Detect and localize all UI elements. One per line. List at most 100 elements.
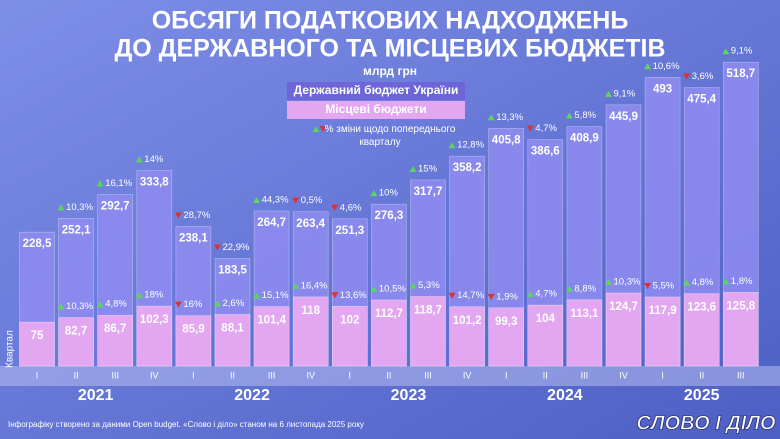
change-label: 10% bbox=[379, 188, 399, 199]
change-arrow bbox=[292, 282, 300, 289]
bar bbox=[136, 305, 173, 367]
change-label: 0,5% bbox=[301, 195, 323, 206]
value-label: 101,4 bbox=[257, 315, 286, 327]
value-label: 123,6 bbox=[687, 302, 716, 314]
change-arrow bbox=[644, 282, 652, 289]
x-tick-label: I bbox=[505, 370, 508, 380]
x-tick-label: II bbox=[74, 370, 79, 380]
value-label: 264,7 bbox=[257, 217, 286, 229]
x-tick-label: IV bbox=[463, 370, 472, 380]
value-label: 85,9 bbox=[182, 324, 204, 336]
chart-title: ДО ДЕРЖАВНОГО ТА МІСЦЕВИХ БЮДЖЕТІВ bbox=[114, 35, 665, 63]
value-label: 75 bbox=[31, 330, 44, 342]
change-label: 10,3% bbox=[66, 202, 93, 213]
change-label: 13,3% bbox=[496, 112, 523, 123]
x-tick-label: III bbox=[424, 370, 432, 380]
change-label: 9,1% bbox=[731, 46, 753, 57]
change-label: 16,4% bbox=[301, 280, 328, 291]
value-label: 124,7 bbox=[609, 301, 638, 313]
x-tick-label: II bbox=[543, 370, 548, 380]
value-label: 475,4 bbox=[687, 94, 716, 106]
change-arrow bbox=[292, 197, 300, 204]
x-tick-label: I bbox=[36, 370, 39, 380]
value-label: 276,3 bbox=[375, 210, 404, 222]
x-tick-label: I bbox=[349, 370, 352, 380]
change-arrow bbox=[96, 180, 104, 187]
value-label: 358,2 bbox=[453, 162, 482, 174]
change-label: 8,8% bbox=[574, 283, 596, 294]
value-label: 238,1 bbox=[179, 233, 208, 245]
bar bbox=[253, 306, 290, 367]
change-arrow bbox=[605, 90, 612, 97]
change-label: 15,1% bbox=[262, 290, 289, 301]
x-tick-label: IV bbox=[306, 370, 315, 380]
change-label: 4,7% bbox=[535, 289, 557, 300]
change-arrow bbox=[487, 114, 495, 121]
change-arrow bbox=[214, 300, 221, 307]
value-label: 125,8 bbox=[726, 300, 755, 312]
value-label: 228,5 bbox=[23, 238, 52, 250]
change-label: 4,6% bbox=[340, 202, 362, 213]
change-arrow bbox=[253, 292, 261, 299]
change-label: 14% bbox=[144, 154, 164, 165]
x-tick-label: II bbox=[699, 370, 704, 380]
value-label: 408,9 bbox=[570, 133, 599, 145]
bar bbox=[331, 305, 368, 367]
change-label: 15% bbox=[418, 163, 438, 174]
change-arrow bbox=[331, 292, 339, 299]
bar bbox=[449, 306, 485, 367]
bar bbox=[605, 292, 642, 367]
change-arrow bbox=[409, 282, 417, 289]
year-label: 2025 bbox=[684, 387, 720, 404]
bar bbox=[97, 314, 133, 367]
value-label: 292,7 bbox=[101, 201, 130, 213]
x-tick-label: III bbox=[111, 370, 119, 380]
x-tick-label: I bbox=[192, 370, 195, 380]
value-label: 82,7 bbox=[65, 326, 87, 338]
footer: Інфографіку створено за даними Open budg… bbox=[8, 420, 364, 429]
change-arrow bbox=[605, 278, 612, 285]
bar bbox=[19, 321, 55, 367]
bar bbox=[683, 293, 720, 367]
value-label: 86,7 bbox=[104, 323, 126, 335]
value-label: 118 bbox=[301, 305, 320, 317]
legend-arrow bbox=[319, 126, 327, 132]
change-label: 3,6% bbox=[692, 71, 714, 82]
x-tick-label: III bbox=[581, 370, 589, 380]
change-label: 14,7% bbox=[457, 290, 484, 301]
change-arrow bbox=[526, 125, 534, 132]
legend-swatch bbox=[287, 101, 465, 119]
change-arrow bbox=[96, 301, 104, 308]
value-label: 118,7 bbox=[414, 305, 442, 317]
value-label: 252,1 bbox=[62, 224, 91, 236]
change-arrow bbox=[253, 196, 261, 203]
value-label: 386,6 bbox=[531, 146, 560, 158]
change-arrow bbox=[370, 190, 378, 197]
value-label: 263,4 bbox=[296, 218, 325, 230]
change-label: 16% bbox=[183, 299, 203, 310]
bar bbox=[566, 299, 603, 367]
value-label: 518,7 bbox=[726, 68, 755, 80]
change-arrow bbox=[565, 112, 573, 119]
change-label: 12,8% bbox=[457, 140, 484, 151]
change-arrow bbox=[722, 48, 730, 55]
x-tick-label: III bbox=[737, 370, 745, 380]
x-tick-label: III bbox=[268, 370, 276, 380]
bar bbox=[644, 296, 681, 367]
change-label: 16,1% bbox=[105, 178, 132, 189]
change-arrow bbox=[174, 212, 182, 219]
x-axis-label: Квартал bbox=[5, 330, 16, 368]
value-label: 99,3 bbox=[495, 316, 517, 328]
change-arrow bbox=[526, 291, 534, 298]
year-label: 2022 bbox=[234, 387, 270, 404]
x-tick-label: IV bbox=[150, 370, 159, 380]
change-arrow bbox=[644, 63, 652, 70]
change-arrow bbox=[214, 244, 221, 251]
change-arrow bbox=[135, 292, 143, 299]
legend-label: Державний бюджет України bbox=[294, 83, 459, 97]
change-arrow bbox=[683, 279, 691, 286]
legend-label: Місцеві бюджети bbox=[325, 102, 426, 116]
change-label: 5,3% bbox=[418, 280, 440, 291]
change-label: 10,5% bbox=[379, 284, 406, 295]
value-label: 183,5 bbox=[218, 265, 247, 277]
